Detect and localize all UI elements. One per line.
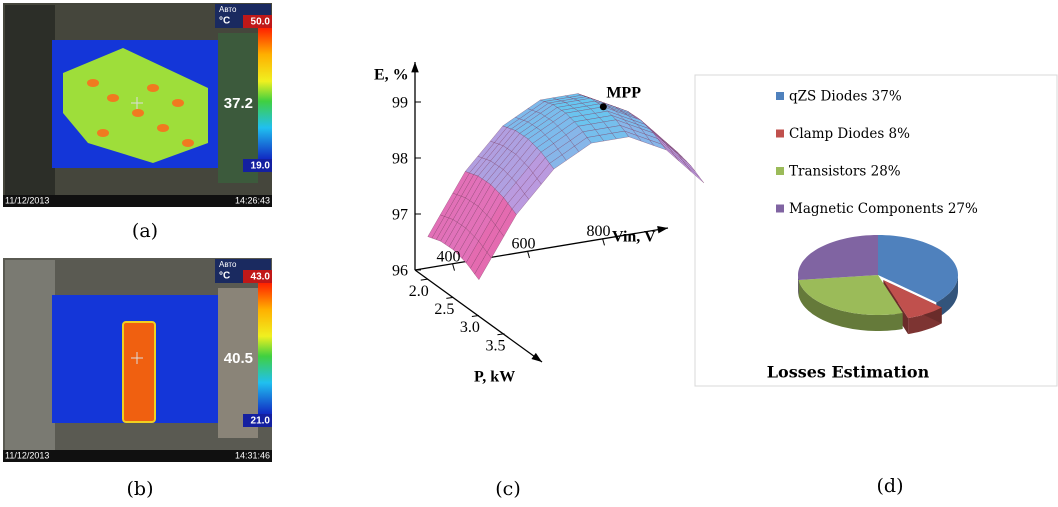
z-tick-label: 99 bbox=[392, 95, 408, 112]
surface-cell bbox=[686, 166, 705, 184]
legend-label: Clamp Diodes 8% bbox=[789, 126, 910, 142]
max-box bbox=[243, 15, 272, 28]
x-axis-label: Vin, V bbox=[612, 229, 656, 246]
legend-label: qZS Diodes 37% bbox=[789, 89, 902, 105]
mpp-marker bbox=[599, 103, 607, 111]
date: 11/12/2013 bbox=[5, 195, 49, 205]
pie-slice bbox=[883, 280, 942, 319]
pie-slice bbox=[798, 275, 903, 315]
pie-slice bbox=[878, 235, 958, 303]
hot-spot bbox=[172, 99, 184, 107]
spot-temperature: 37.2 bbox=[224, 95, 253, 112]
y-tick bbox=[420, 278, 428, 281]
pie-slice-side bbox=[798, 275, 799, 296]
y-tick bbox=[497, 333, 505, 336]
axis-arrow bbox=[657, 225, 668, 234]
y-tick-label: 2.5 bbox=[434, 301, 454, 318]
z-tick-label: 98 bbox=[392, 151, 408, 168]
photo-detail bbox=[5, 260, 55, 450]
time: 14:31:46 bbox=[235, 450, 270, 460]
caption: (c) bbox=[495, 478, 520, 500]
pie-panel bbox=[694, 74, 1058, 387]
caption: (a) bbox=[132, 220, 158, 242]
x-tick-label: 400 bbox=[437, 248, 461, 265]
y-axis-label: P, kW bbox=[474, 369, 515, 386]
spot-temperature: 40.5 bbox=[224, 350, 253, 367]
hot-spot bbox=[107, 94, 119, 102]
color-scale bbox=[258, 28, 272, 161]
z-axis-label: E, % bbox=[374, 67, 409, 84]
hot-region bbox=[122, 321, 156, 423]
mpp-label: MPP bbox=[606, 84, 641, 101]
legend-swatch bbox=[776, 92, 784, 100]
unit-label: °C bbox=[219, 16, 230, 27]
photo-detail bbox=[5, 5, 55, 195]
date: 11/12/2013 bbox=[5, 450, 49, 460]
status-bar bbox=[3, 450, 272, 462]
max-box bbox=[243, 270, 272, 283]
photo-detail bbox=[218, 33, 258, 183]
x-tick-label: 800 bbox=[587, 223, 611, 240]
time: 14:26:43 bbox=[235, 195, 270, 205]
x-tick-label: 600 bbox=[512, 236, 536, 253]
hot-spot bbox=[182, 139, 194, 147]
crosshair bbox=[131, 352, 143, 364]
hot-spot bbox=[132, 109, 144, 117]
mode-label: Авто bbox=[219, 5, 237, 14]
status-bar bbox=[3, 195, 272, 207]
y-tick-label: 3.0 bbox=[460, 319, 480, 336]
x-tick bbox=[452, 263, 455, 271]
x-tick bbox=[527, 250, 530, 259]
legend-label: Magnetic Components 27% bbox=[789, 201, 978, 217]
axis-arrow bbox=[411, 62, 419, 73]
z-tick-label: 97 bbox=[392, 207, 408, 224]
scale-min: 19.0 bbox=[251, 161, 271, 172]
mode-label: Авто bbox=[219, 260, 237, 269]
pie-title: Losses Estimation bbox=[767, 363, 930, 382]
scale-min: 21.0 bbox=[251, 416, 271, 427]
y-tick bbox=[446, 296, 454, 299]
legend-label: Transistors 28% bbox=[789, 164, 901, 180]
axis-line bbox=[414, 227, 669, 271]
pie-slice bbox=[798, 235, 878, 280]
hot-spot bbox=[97, 129, 109, 137]
caption: (d) bbox=[877, 475, 904, 497]
legend-swatch bbox=[776, 167, 784, 175]
legend-swatch bbox=[776, 129, 784, 138]
unit-label: °C bbox=[219, 271, 230, 282]
scale-max: 43.0 bbox=[251, 272, 271, 283]
axis-arrow bbox=[531, 352, 542, 362]
hot-spot bbox=[157, 124, 169, 132]
min-box bbox=[243, 159, 272, 172]
color-scale bbox=[258, 283, 272, 416]
z-tick-label: 96 bbox=[392, 263, 408, 280]
hot-spot bbox=[87, 79, 99, 87]
hot-spot bbox=[147, 84, 159, 92]
crosshair bbox=[131, 97, 143, 109]
y-tick bbox=[471, 315, 479, 318]
pie-slice-side bbox=[798, 280, 903, 331]
photo-detail bbox=[218, 288, 258, 438]
x-tick bbox=[602, 238, 605, 246]
pie-slice-side bbox=[936, 275, 958, 319]
scale-max: 50.0 bbox=[251, 17, 271, 28]
y-tick-label: 2.0 bbox=[409, 283, 429, 300]
min-box bbox=[243, 414, 272, 427]
y-tick-label: 3.5 bbox=[485, 337, 505, 354]
caption: (b) bbox=[127, 478, 154, 500]
legend-swatch bbox=[776, 204, 784, 213]
